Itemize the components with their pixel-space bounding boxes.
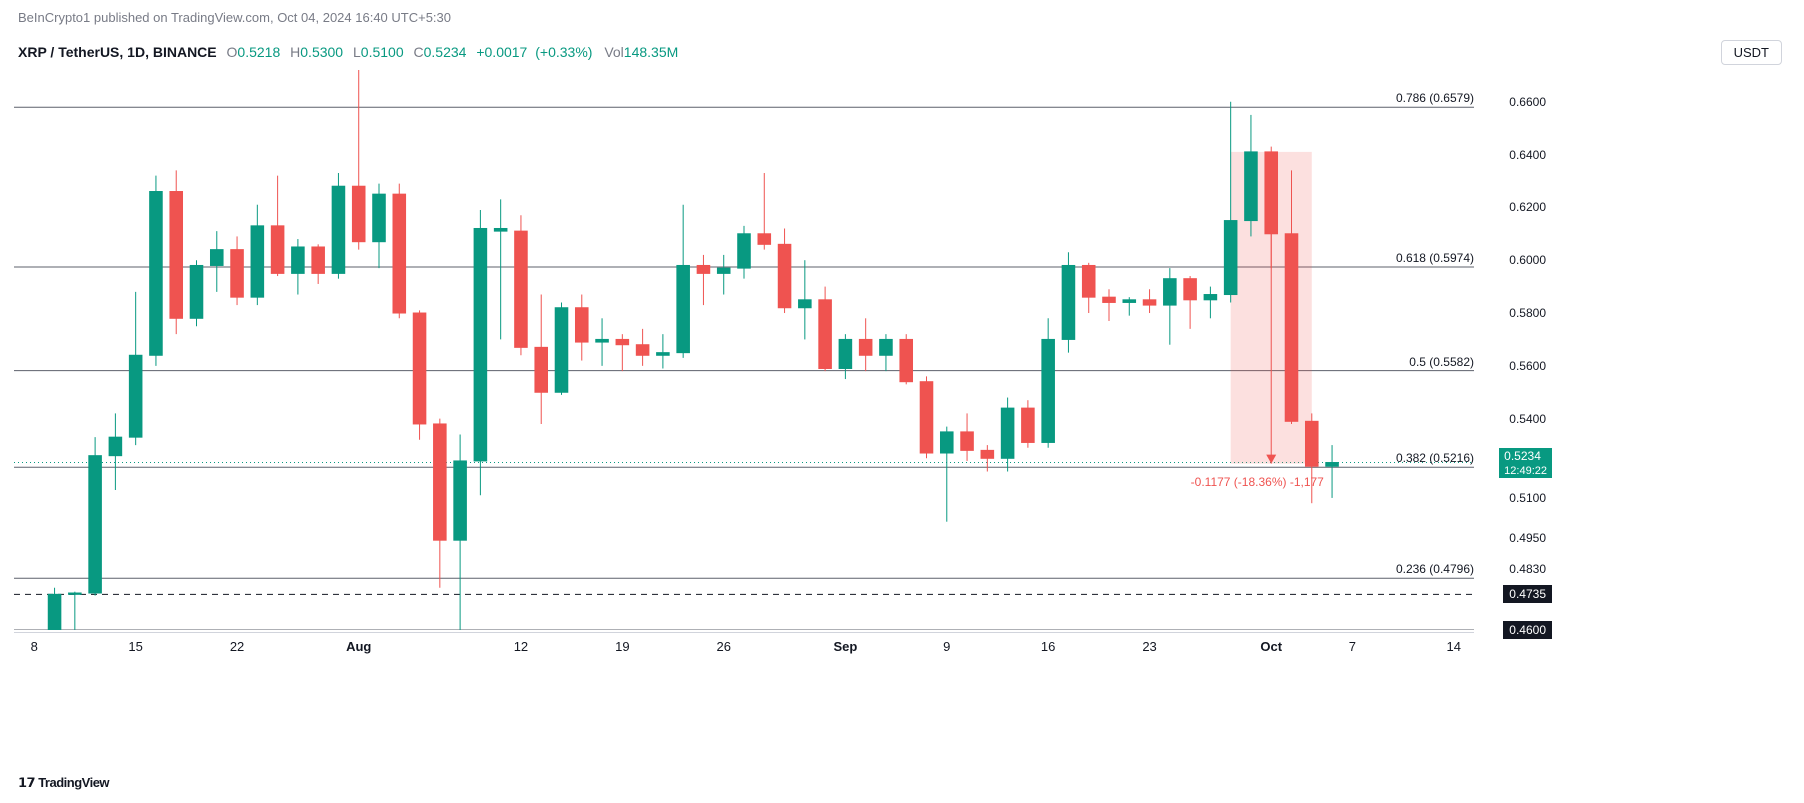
ytick: 0.4950 <box>1509 531 1546 545</box>
volume-value: 148.35M <box>624 44 678 60</box>
price-badge: 0.4735 <box>1503 585 1552 603</box>
close-label: C <box>414 44 424 60</box>
xtick: 19 <box>615 639 629 654</box>
xtick: 15 <box>128 639 142 654</box>
xtick: 23 <box>1142 639 1156 654</box>
ytick: 0.6200 <box>1509 200 1546 214</box>
candlestick-chart[interactable] <box>14 70 1474 630</box>
price-axis[interactable]: 0.6600 0.6400 0.6200 0.6000 0.5800 0.5600 0.54… <box>1484 70 1546 630</box>
fib-level-label: 0.382 (0.5216) <box>1380 451 1474 465</box>
xtick: Sep <box>833 639 857 654</box>
xtick: Oct <box>1260 639 1282 654</box>
xtick: 14 <box>1446 639 1460 654</box>
fib-level-label: 0.786 (0.6579) <box>1380 91 1474 105</box>
xtick: 22 <box>230 639 244 654</box>
fib-level-label: 0.236 (0.4796) <box>1380 562 1474 576</box>
price-badge: 0.4600 <box>1503 621 1552 639</box>
ytick: 0.5600 <box>1509 359 1546 373</box>
low-label: L <box>353 44 361 60</box>
open-label: O <box>227 44 238 60</box>
ytick: 0.4830 <box>1509 562 1546 576</box>
volume-label: Vol <box>604 44 623 60</box>
quote-currency-badge[interactable]: USDT <box>1721 40 1782 65</box>
ytick: 0.6600 <box>1509 95 1546 109</box>
xtick: 8 <box>31 639 38 654</box>
tradingview-logo: 𝟭𝟳 TradingView <box>18 775 109 791</box>
measure-label: -0.1177 (-18.36%) -1,177 <box>1191 475 1324 489</box>
high-label: H <box>290 44 300 60</box>
low-value: 0.5100 <box>361 44 404 60</box>
symbol-text: XRP / TetherUS, 1D, BINANCE <box>18 44 217 60</box>
open-value: 0.5218 <box>237 44 280 60</box>
price-badge: 0.523412:49:22 <box>1499 448 1552 478</box>
ytick: 0.5800 <box>1509 306 1546 320</box>
change-value: +0.0017 <box>476 44 527 60</box>
ytick: 0.5400 <box>1509 412 1546 426</box>
fib-level-label: 0.618 (0.5974) <box>1380 251 1474 265</box>
attribution-text: BeInCrypto1 published on TradingView.com… <box>18 10 451 25</box>
xtick: Aug <box>346 639 371 654</box>
fib-level-label: 0.5 (0.5582) <box>1380 355 1474 369</box>
change-pct: (+0.33%) <box>535 44 592 60</box>
xtick: 9 <box>943 639 950 654</box>
xtick: 12 <box>514 639 528 654</box>
ytick: 0.5100 <box>1509 491 1546 505</box>
symbol-ohlc-bar: XRP / TetherUS, 1D, BINANCE O0.5218 H0.5… <box>18 44 678 60</box>
time-axis[interactable]: 8 15 22 Aug 12 19 26 Sep 9 16 23 Oct 7 14 <box>14 632 1474 662</box>
xtick: 26 <box>716 639 730 654</box>
ytick: 0.6000 <box>1509 253 1546 267</box>
high-value: 0.5300 <box>300 44 343 60</box>
ytick: 0.6400 <box>1509 148 1546 162</box>
xtick: 16 <box>1041 639 1055 654</box>
xtick: 7 <box>1349 639 1356 654</box>
close-value: 0.5234 <box>424 44 467 60</box>
